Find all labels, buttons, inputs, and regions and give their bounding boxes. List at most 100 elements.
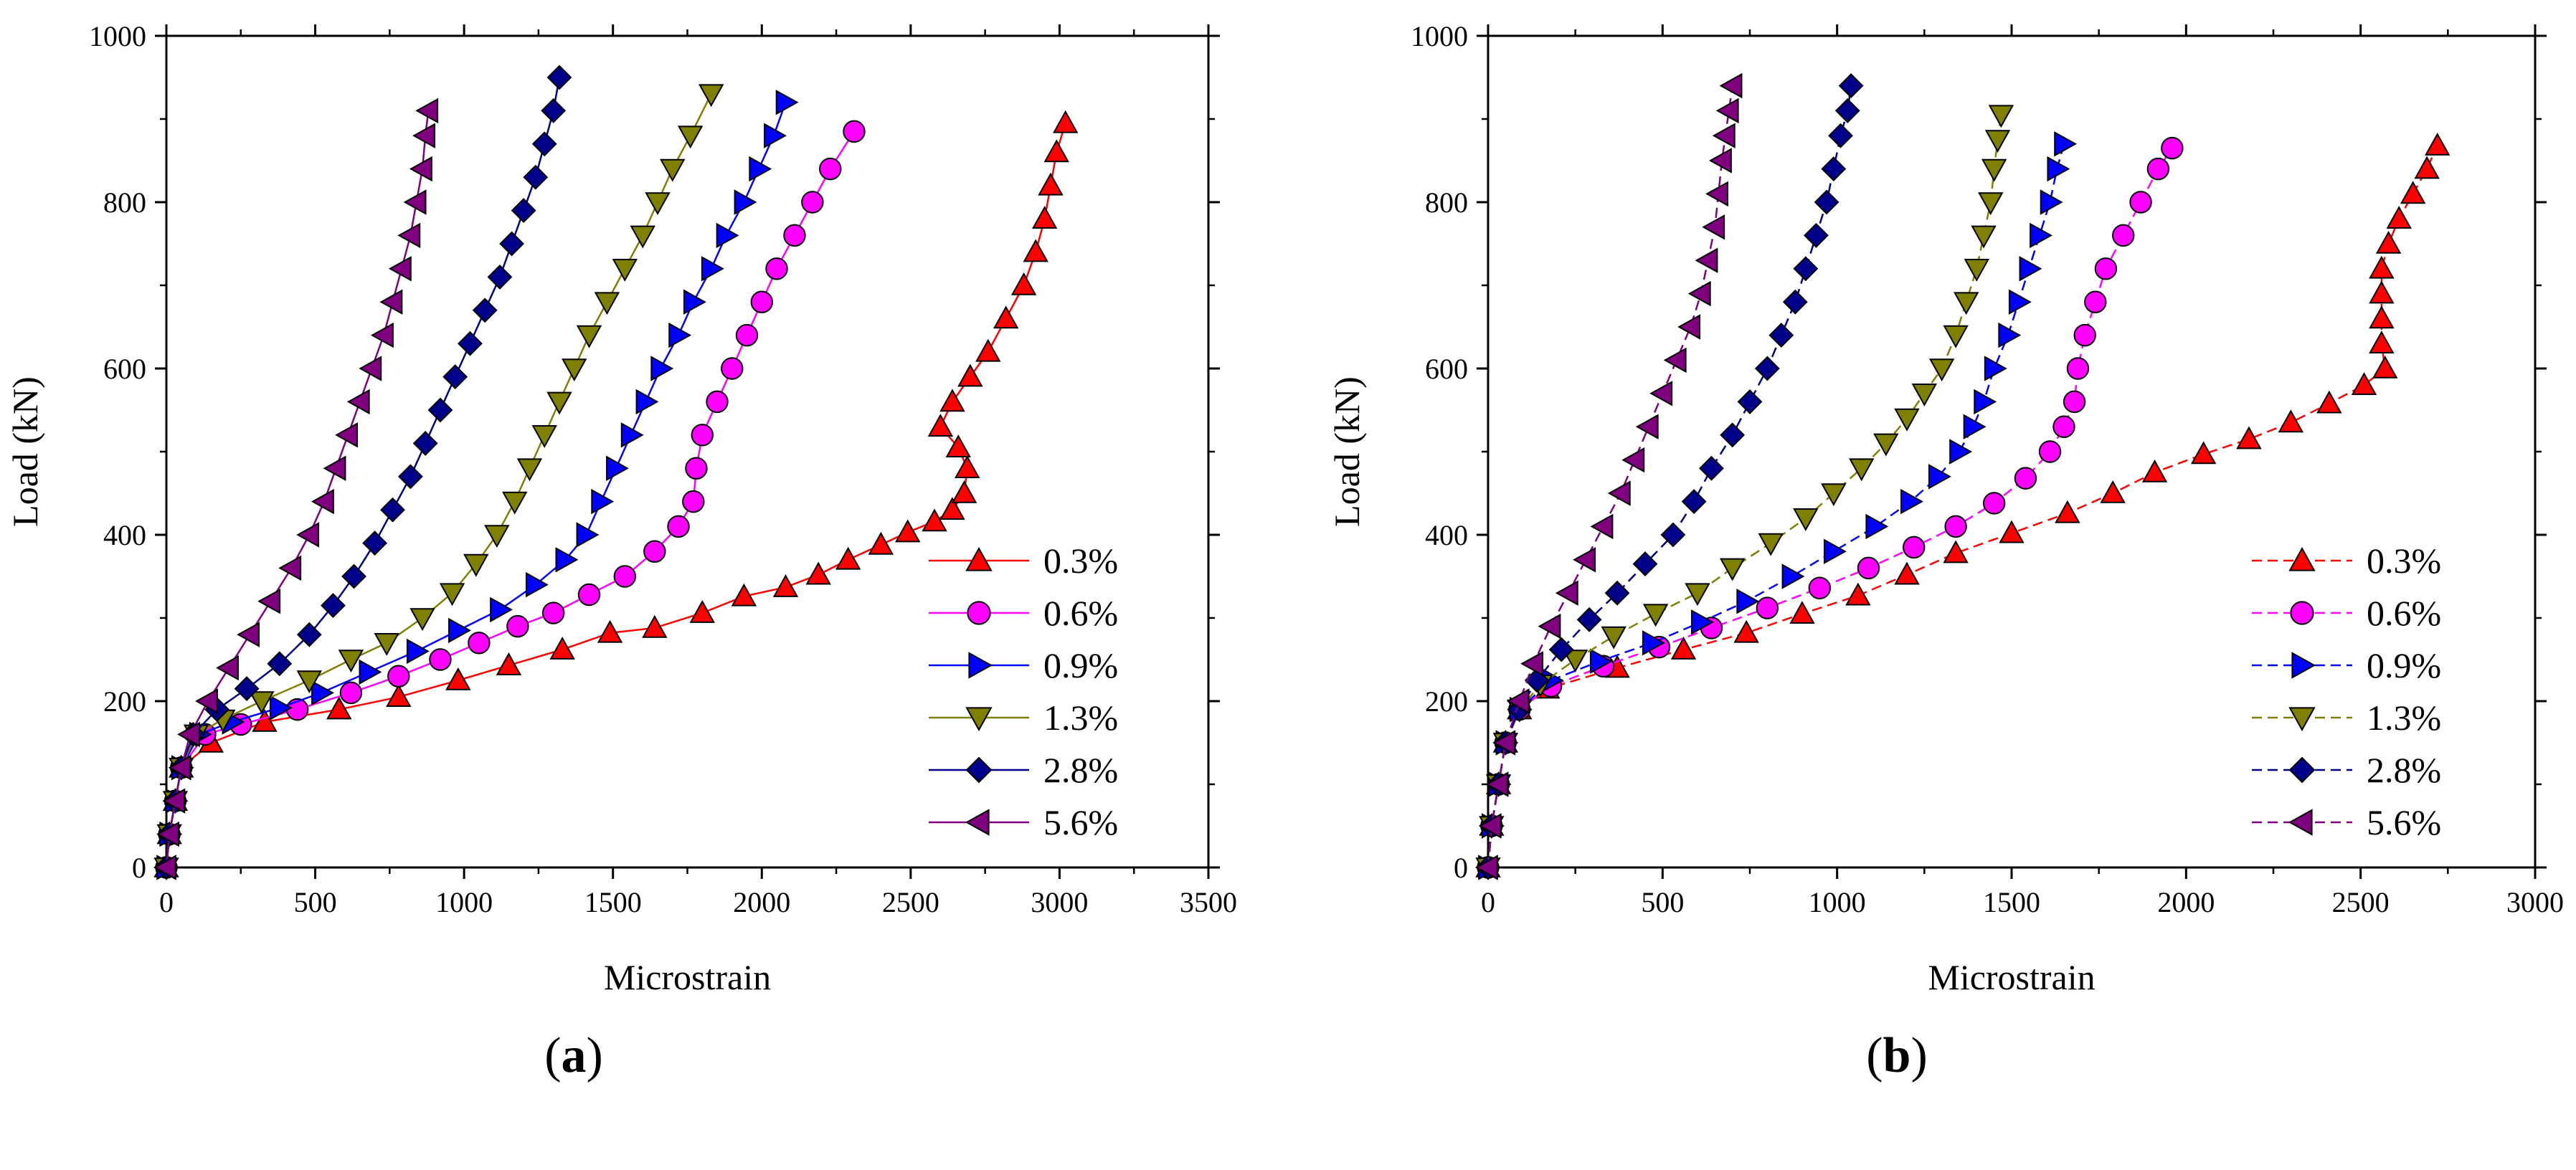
data-point	[249, 691, 275, 715]
data-point	[1808, 576, 1832, 599]
data-point	[635, 389, 659, 415]
series-line-outline	[1487, 85, 1852, 868]
legend-marker	[2288, 809, 2313, 836]
x-tick-label: 500	[294, 886, 337, 918]
data-point	[1010, 272, 1037, 295]
data-point	[2112, 224, 2135, 247]
legend-marker	[2290, 601, 2314, 625]
legend-entry: 2.8%	[929, 750, 1118, 790]
data-point	[682, 490, 705, 513]
data-point	[805, 561, 831, 585]
data-point	[541, 601, 565, 624]
data-point	[1681, 489, 1707, 515]
data-point	[1719, 558, 1746, 581]
x-tick-label: 3000	[1031, 886, 1088, 918]
data-point	[2400, 181, 2426, 204]
series-line-outline	[1487, 115, 2002, 868]
data-point	[1635, 414, 1659, 439]
data-point	[445, 667, 471, 690]
data-point	[2008, 289, 2032, 315]
legend-label: 0.6%	[1043, 593, 1118, 633]
data-point	[895, 519, 921, 543]
data-point	[606, 455, 629, 481]
data-point	[1720, 422, 1746, 448]
data-point	[2063, 390, 2086, 414]
legend-marker	[965, 546, 993, 571]
data-point	[1685, 583, 1710, 607]
data-point	[380, 497, 405, 523]
data-point	[1838, 73, 1864, 99]
data-point	[576, 522, 600, 548]
data-point	[2369, 330, 2395, 353]
panel-label: (b)	[1866, 1028, 1928, 1083]
series-line-outline	[166, 93, 712, 868]
data-point	[2316, 390, 2342, 414]
data-point	[1538, 613, 1561, 639]
data-point	[339, 681, 363, 705]
data-point	[1944, 515, 1967, 538]
data-point	[296, 670, 322, 694]
data-point	[706, 390, 729, 414]
data-point	[594, 292, 620, 315]
data-point	[1768, 323, 1794, 348]
data-point	[549, 637, 575, 660]
data-point	[1548, 637, 1574, 662]
data-point	[660, 158, 686, 182]
legend-entry: 0.6%	[2252, 593, 2441, 633]
data-point	[555, 547, 579, 573]
data-point	[1971, 225, 1997, 249]
data-point	[1865, 513, 1889, 540]
data-point	[764, 123, 787, 148]
x-axis-label: Microstrain	[1928, 957, 2095, 997]
data-point	[162, 788, 186, 814]
data-point	[1492, 730, 1516, 756]
legend-label: 1.3%	[2367, 698, 2441, 738]
legend-label: 0.3%	[2367, 541, 2441, 581]
data-point	[1999, 520, 2025, 543]
data-point	[523, 164, 549, 190]
data-point	[955, 455, 980, 478]
data-point	[496, 652, 522, 675]
data-point	[1873, 433, 1899, 457]
legend-entry: 1.3%	[2252, 698, 2441, 738]
data-point	[1663, 347, 1687, 374]
data-point	[490, 596, 513, 623]
data-point	[691, 424, 714, 447]
data-point	[1670, 637, 1697, 660]
data-point	[975, 338, 1001, 362]
series-line-outline	[1487, 143, 2065, 868]
data-point	[1632, 551, 1658, 577]
series-line-outline	[166, 77, 560, 868]
data-point	[216, 655, 239, 681]
data-point	[541, 98, 567, 123]
x-axis-label: Microstrain	[604, 957, 771, 997]
legend-label: 2.8%	[1043, 750, 1118, 790]
data-point	[677, 125, 704, 149]
data-point	[237, 622, 260, 647]
y-tick-label: 400	[1425, 519, 1468, 551]
data-point	[668, 322, 692, 348]
data-point	[2146, 157, 2170, 181]
data-point	[1699, 455, 1724, 481]
data-point	[1733, 619, 1759, 643]
data-point	[927, 414, 954, 437]
data-point	[415, 98, 439, 124]
data-point	[1988, 105, 2014, 128]
data-point	[1793, 508, 1819, 531]
legend-marker	[965, 707, 993, 732]
data-point	[502, 491, 528, 515]
data-point	[562, 358, 587, 382]
data-point	[2084, 290, 2107, 313]
data-point	[338, 650, 364, 673]
data-point	[2369, 305, 2395, 329]
data-point	[2066, 357, 2090, 380]
data-point	[1660, 522, 1686, 548]
data-point	[1978, 192, 2004, 216]
legend-label: 1.3%	[1043, 698, 1118, 738]
series-line	[165, 102, 787, 868]
data-point	[346, 389, 370, 415]
data-point	[1562, 650, 1588, 673]
data-point	[398, 464, 423, 490]
data-point	[546, 65, 572, 90]
data-point	[1857, 556, 1880, 580]
